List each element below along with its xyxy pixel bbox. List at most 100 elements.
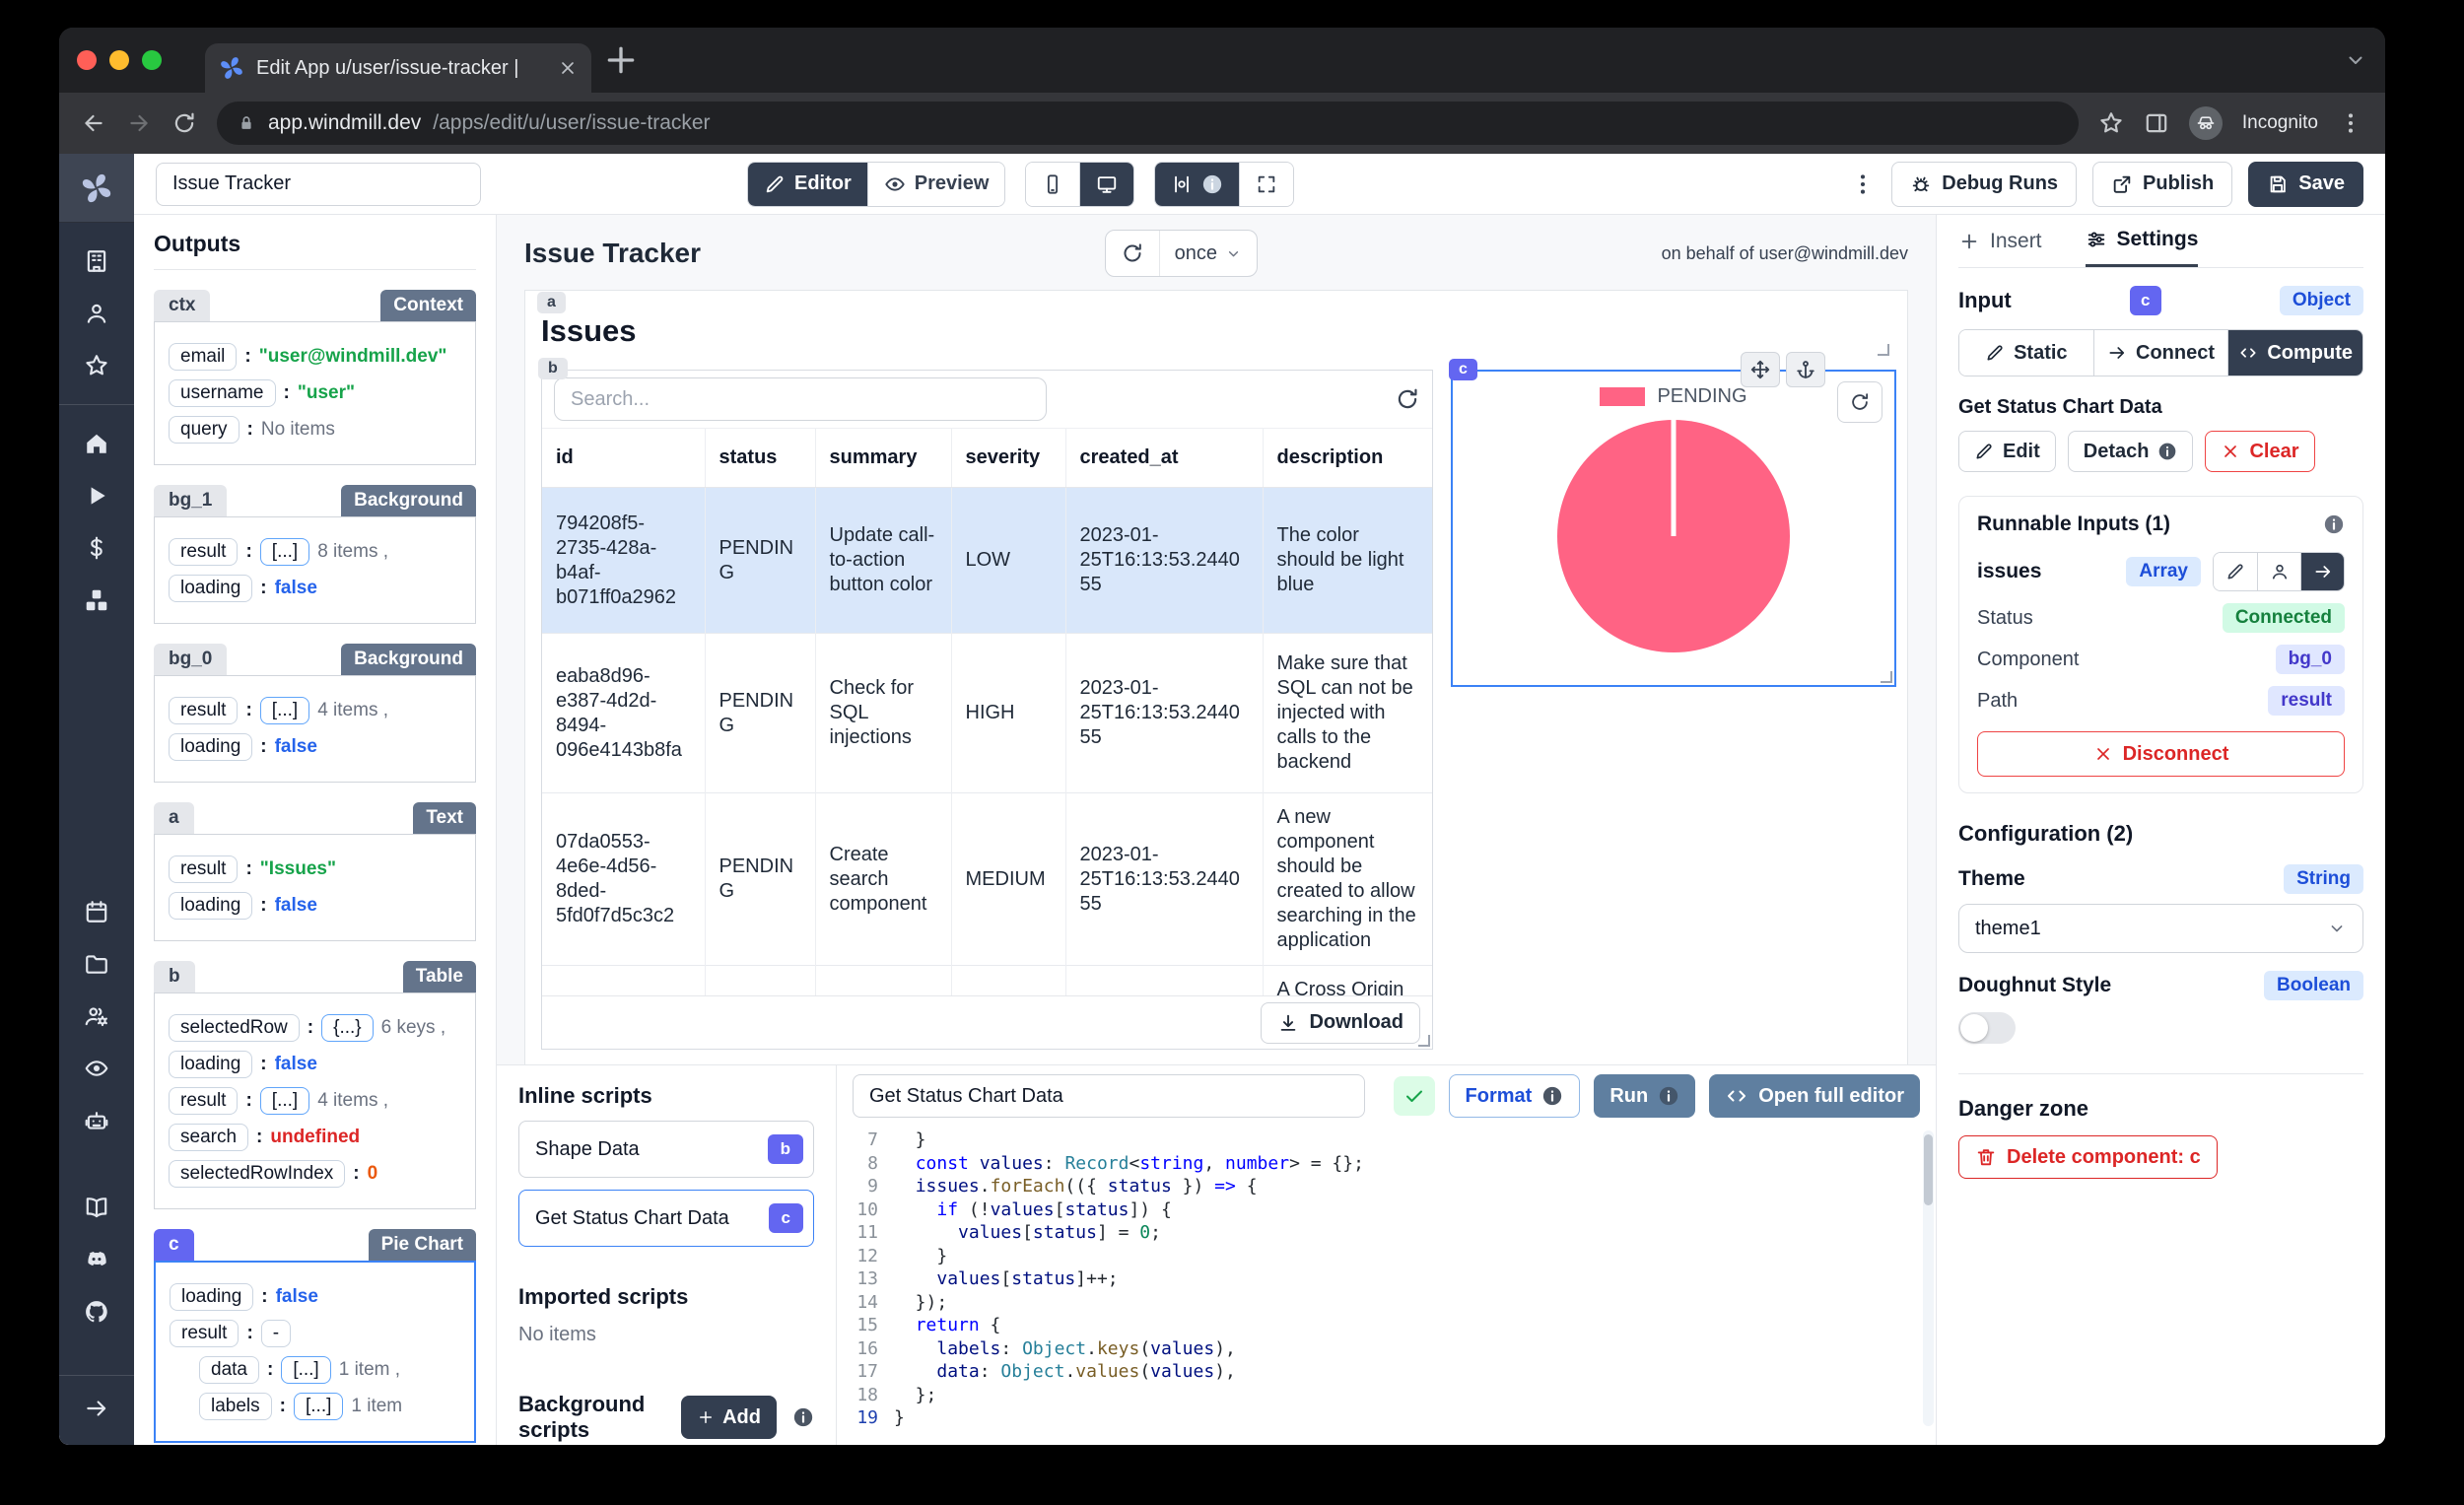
debug-runs-button[interactable]: Debug Runs <box>1891 161 2078 207</box>
clear-script-button[interactable]: Clear <box>2205 431 2315 472</box>
recompute-refresh-button[interactable] <box>1106 231 1159 276</box>
component-chip-b[interactable]: b <box>538 358 568 379</box>
table-search-input[interactable] <box>554 377 1047 421</box>
output-tab[interactable]: c <box>154 1229 194 1261</box>
calendar-icon[interactable] <box>84 899 109 924</box>
app-name-input[interactable] <box>156 162 481 206</box>
dollar-icon[interactable] <box>84 535 109 561</box>
format-button[interactable]: Format <box>1448 1074 1581 1118</box>
output-tab[interactable]: b <box>154 961 195 992</box>
pie-chart-component-c[interactable]: c PENDING <box>1449 352 1896 687</box>
bookmark-star-icon[interactable] <box>2098 110 2124 136</box>
output-row[interactable]: email: "user@windmill.dev" <box>169 343 461 371</box>
building-icon[interactable] <box>84 248 109 274</box>
output-row[interactable]: loading: false <box>169 892 461 920</box>
output-row[interactable]: selectedRowIndex:0 <box>169 1160 461 1188</box>
new-tab-button[interactable] <box>601 40 641 80</box>
disconnect-button[interactable]: Disconnect <box>1977 731 2345 777</box>
output-row[interactable]: loading: false <box>169 1051 461 1078</box>
component-chip-c[interactable]: c <box>1449 359 1477 380</box>
tab-search-chevron-icon[interactable] <box>2344 48 2367 72</box>
table-refresh-icon[interactable] <box>1395 386 1420 412</box>
home-icon[interactable] <box>84 431 109 456</box>
side-panel-icon[interactable] <box>2144 110 2169 136</box>
dice-icon[interactable] <box>84 587 109 613</box>
text-component-a[interactable]: a Issues <box>537 292 1891 358</box>
table-row[interactable]: A Cross Origin <box>542 965 1432 995</box>
output-tab[interactable]: a <box>154 802 194 834</box>
output-row[interactable]: labels: [...] 1 item <box>199 1393 460 1420</box>
open-full-editor-button[interactable]: Open full editor <box>1709 1074 1920 1118</box>
output-row[interactable]: result: [...] 4 items , <box>169 697 461 724</box>
anchor-component-button[interactable] <box>1786 352 1825 387</box>
output-row[interactable]: result: "Issues" <box>169 855 461 883</box>
user-source-button[interactable] <box>2257 553 2300 590</box>
connect-source-button[interactable] <box>2300 553 2344 590</box>
delete-component-button[interactable]: Delete component: c <box>1958 1135 2218 1179</box>
doughnut-style-toggle[interactable] <box>1958 1012 2016 1044</box>
resize-handle[interactable] <box>1881 671 1892 683</box>
address-bar[interactable]: app.windmill.dev/apps/edit/u/user/issue-… <box>217 102 2079 145</box>
star-icon[interactable] <box>84 353 109 378</box>
table-component-b[interactable]: b idstatussummaryseveritycreated_atdescr… <box>538 358 1433 1050</box>
add-background-script-button[interactable]: Add <box>681 1396 777 1439</box>
output-tab[interactable]: bg_1 <box>154 485 228 516</box>
diff-view-button[interactable] <box>1155 162 1240 206</box>
tab-close-icon[interactable] <box>558 58 578 78</box>
editor-scrollbar[interactable] <box>1923 1130 1934 1426</box>
output-row[interactable]: result: [...] 8 items , <box>169 538 461 566</box>
script-name-input[interactable] <box>853 1074 1365 1118</box>
table-row[interactable]: 794208f5-2735-428a-b4af-b071ff0a2962 PEND… <box>542 487 1432 634</box>
output-row[interactable]: result: [...] 4 items , <box>169 1087 461 1115</box>
windmill-logo[interactable] <box>59 154 134 223</box>
maximize-window-button[interactable] <box>142 50 162 70</box>
component-chip-a[interactable]: a <box>537 292 566 313</box>
chart-refresh-button[interactable] <box>1837 381 1882 423</box>
desktop-view-button[interactable] <box>1079 162 1134 206</box>
settings-tab[interactable]: Settings <box>2085 215 2199 267</box>
book-icon[interactable] <box>84 1195 109 1220</box>
recompute-mode-dropdown[interactable]: once <box>1158 231 1257 276</box>
output-row[interactable]: data: [...] 1 item , <box>199 1356 460 1384</box>
back-button[interactable] <box>81 110 106 136</box>
users-gear-icon[interactable] <box>84 1003 109 1029</box>
theme-select[interactable]: theme1 <box>1958 904 2363 953</box>
detach-script-button[interactable]: Detach <box>2067 431 2194 472</box>
play-icon[interactable] <box>84 483 109 509</box>
output-row[interactable]: username: "user" <box>169 379 461 407</box>
output-row[interactable]: search: undefined <box>169 1124 461 1151</box>
insert-tab[interactable]: Insert <box>1958 215 2042 267</box>
static-source-button[interactable] <box>2214 553 2257 590</box>
output-row[interactable]: loading: false <box>169 733 461 761</box>
fullscreen-button[interactable] <box>1239 162 1294 206</box>
output-tab[interactable]: ctx <box>154 290 211 321</box>
window-controls[interactable] <box>77 50 162 70</box>
discord-icon[interactable] <box>84 1247 109 1272</box>
resize-handle[interactable] <box>1878 344 1889 356</box>
robot-icon[interactable] <box>84 1108 109 1133</box>
editor-tab[interactable]: Editor <box>748 162 867 206</box>
browser-tab[interactable]: Edit App u/user/issue-tracker | <box>205 43 591 93</box>
output-row[interactable]: loading: false <box>170 1283 460 1311</box>
browser-menu-icon[interactable] <box>2338 110 2363 136</box>
minimize-window-button[interactable] <box>109 50 129 70</box>
static-mode-button[interactable]: Static <box>1959 330 2093 376</box>
eye-icon[interactable] <box>84 1056 109 1081</box>
folder-icon[interactable] <box>84 951 109 977</box>
connect-mode-button[interactable]: Connect <box>2092 330 2228 376</box>
download-button[interactable]: Download <box>1261 1001 1420 1044</box>
inline-script-item[interactable]: Get Status Chart Data c <box>518 1190 814 1247</box>
preview-tab[interactable]: Preview <box>866 162 1005 206</box>
publish-button[interactable]: Publish <box>2092 161 2233 207</box>
forward-button[interactable] <box>126 110 152 136</box>
output-row[interactable]: loading: false <box>169 575 461 602</box>
table-row[interactable]: eaba8d96-e387-4d2d-8494-096e4143b8fa PEND… <box>542 633 1432 793</box>
edit-script-button[interactable]: Edit <box>1958 431 2056 472</box>
output-tab[interactable]: bg_0 <box>154 644 228 675</box>
move-component-button[interactable] <box>1741 352 1780 387</box>
output-row[interactable]: selectedRow: {...} 6 keys , <box>169 1014 461 1042</box>
user-icon[interactable] <box>84 301 109 326</box>
code-editor[interactable]: 7 8 9 10 11 12 13 14 15 16 17 18 19 } const values: … <box>837 1127 1936 1445</box>
reload-button[interactable] <box>171 110 197 136</box>
output-row[interactable]: result: - <box>170 1320 460 1347</box>
